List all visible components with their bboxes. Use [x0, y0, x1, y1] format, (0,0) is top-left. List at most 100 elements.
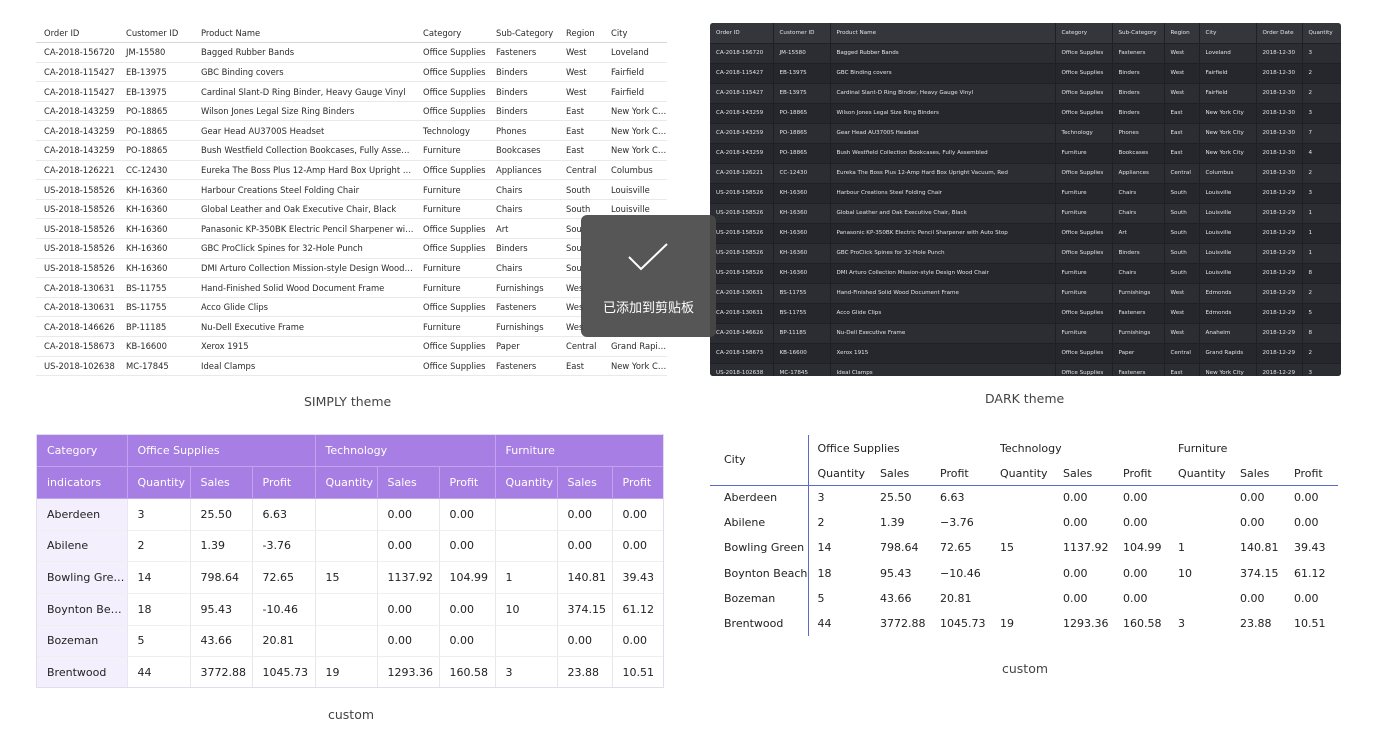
table-cell: Fairfield [1199, 83, 1257, 104]
table-cell: KH-16360 [118, 199, 193, 220]
table-cell: KB-16600 [773, 343, 831, 364]
table-row: Boynton Beach 18 95.43 -10.46 0.00 0.00 10 374.… [37, 593, 663, 626]
table-cell: Bookcases [1112, 143, 1165, 164]
table-cell: 2018-12-30 [1256, 123, 1303, 144]
table-cell: Panasonic KP-350BK Electric Pencil Sharp… [830, 223, 1056, 244]
table-cell: 1293.36 [1063, 617, 1109, 631]
table-cell: Office Supplies [1055, 303, 1113, 324]
table-cell: 0.00 [439, 530, 496, 563]
table-row: US-2018-158526 KH-16360 DMI Arturo Collect… [710, 263, 1341, 284]
table-row: CA-2018-130631 BS-11755 Hand-Finished Soli… [710, 283, 1341, 304]
table-cell: CA-2018-146626 [36, 316, 118, 337]
table-cell: BS-11755 [773, 283, 831, 304]
column-header: City [1199, 23, 1257, 44]
table-cell: Fasteners [1112, 43, 1165, 64]
table-row: CA-2018-115427 EB-13975 GBC Binding covers… [36, 62, 667, 83]
column-header: Sub-Category [488, 23, 558, 44]
column-header: Order ID [710, 23, 774, 44]
table-cell: West [1164, 283, 1200, 304]
table-cell: 2 [1302, 163, 1341, 184]
table-cell [315, 593, 378, 626]
table-cell: Art [1112, 223, 1165, 244]
table-cell: KH-16360 [773, 223, 831, 244]
row-header-city: Aberdeen [37, 498, 128, 531]
table-cell: Furniture [415, 277, 488, 298]
table-cell: Binders [488, 238, 558, 259]
table-cell: Chairs [1112, 203, 1165, 224]
table-cell: 1045.73 [940, 617, 986, 631]
table-row: US-2018-158526 KH-16360 Global Leather and… [36, 199, 667, 220]
table-cell: 2018-12-30 [1256, 163, 1303, 184]
table-cell: Cardinal Slant-D Ring Binder, Heavy Gaug… [830, 83, 1056, 104]
table-cell: 0.00 [612, 498, 663, 531]
table-cell: Office Supplies [1055, 163, 1113, 184]
table-row: CA-2018-156720 JM-15580 Bagged Rubber Band… [36, 42, 667, 63]
table-cell: US-2018-158526 [710, 263, 774, 284]
table-cell: 0.00 [1294, 516, 1319, 530]
table-cell: Loveland [603, 42, 667, 63]
table-cell: 2018-12-29 [1256, 343, 1303, 364]
table-cell: KH-16360 [773, 183, 831, 204]
table-cell: 3 [1302, 43, 1341, 64]
row-header-city: Abilene [710, 510, 809, 536]
table-row: US-2018-158526 KH-16360 GBC ProClick Spine… [710, 243, 1341, 264]
table-cell: South [1164, 203, 1200, 224]
table-cell: GBC ProClick Spines for 32-Hole Punch [193, 238, 415, 259]
table-row: Aberdeen 3 25.50 6.63 0.00 0.00 0.00 0.00 [710, 485, 1338, 511]
table-cell: Bagged Rubber Bands [193, 42, 415, 63]
table-cell: 0.00 [1294, 591, 1319, 605]
dark-theme-caption: DARK theme [985, 391, 1065, 406]
table-cell: Furnishings [488, 277, 558, 298]
table-cell: Technology [1055, 123, 1113, 144]
table-cell: 61.12 [1294, 566, 1326, 580]
table-cell: 39.43 [612, 561, 663, 594]
table-cell: 72.65 [252, 561, 316, 594]
table-cell: Fasteners [488, 356, 558, 377]
table-cell: Louisville [1199, 243, 1257, 264]
row-header-city: Boynton Beach [37, 593, 128, 626]
table-cell: 2018-12-29 [1256, 323, 1303, 344]
table-cell: New York City [1199, 363, 1257, 376]
table-cell: CA-2018-130631 [36, 277, 118, 298]
table-cell: CA-2018-143259 [710, 103, 774, 124]
indicator-header: Sales [1054, 462, 1114, 486]
table-cell: New York City [603, 101, 667, 122]
table-cell: Global Leather and Oak Executive Chair, … [193, 199, 415, 220]
table-cell: GBC ProClick Spines for 32-Hole Punch [830, 243, 1056, 264]
table-cell: Loveland [1199, 43, 1257, 64]
table-cell: New York City [603, 120, 667, 142]
table-cell: 0.00 [612, 530, 663, 563]
table-cell: CA-2018-126221 [36, 160, 118, 181]
table-cell: 140.81 [557, 561, 613, 594]
table-cell: 14 [127, 561, 191, 594]
table-cell: Furniture [415, 179, 488, 200]
category-header: Furniture [1178, 442, 1228, 455]
table-row: US-2018-158526 KH-16360 Panasonic KP-350BK… [710, 223, 1341, 244]
table-cell: 0.00 [557, 530, 613, 563]
table-cell: Grand Rapids [603, 336, 667, 357]
table-cell: KH-16360 [118, 258, 193, 279]
table-cell: 18 [127, 593, 191, 626]
table-cell: US-2018-158526 [36, 218, 118, 240]
table-cell: 0.00 [557, 498, 613, 531]
table-cell: 2 [1302, 83, 1341, 104]
table-row: US-2018-158526 KH-16360 GBC ProClick Spine… [36, 238, 667, 259]
indicator-header: Profit [612, 466, 663, 499]
table-cell: 0.00 [1240, 591, 1265, 605]
table-cell: 3772.88 [190, 656, 253, 687]
table-cell: Bagged Rubber Bands [830, 43, 1056, 64]
table-cell: Wilson Jones Legal Size Ring Binders [193, 101, 415, 122]
table-cell: Furniture [415, 258, 488, 279]
table-row: Brentwood 44 3772.88 1045.73 19 1293.36 160.58… [710, 610, 1338, 637]
table-cell: 0.00 [612, 625, 663, 658]
table-row: US-2018-158526 KH-16360 Global Leather and… [710, 203, 1341, 224]
plain-table: City Office Supplies Technology Furniture Qu… [710, 435, 1338, 637]
table-cell: 140.81 [1240, 541, 1279, 555]
table-cell: Office Supplies [1055, 223, 1113, 244]
table-cell: 7 [1302, 123, 1341, 144]
table-row: Bowling Green 14 798.64 72.65 15 1137.92 104.9… [710, 535, 1338, 561]
indicators-header: indicators [37, 466, 128, 499]
table-cell: Binders [1112, 83, 1165, 104]
table-cell: 2018-12-29 [1256, 283, 1303, 304]
table-cell: Hand-Finished Solid Wood Document Frame [193, 277, 415, 298]
